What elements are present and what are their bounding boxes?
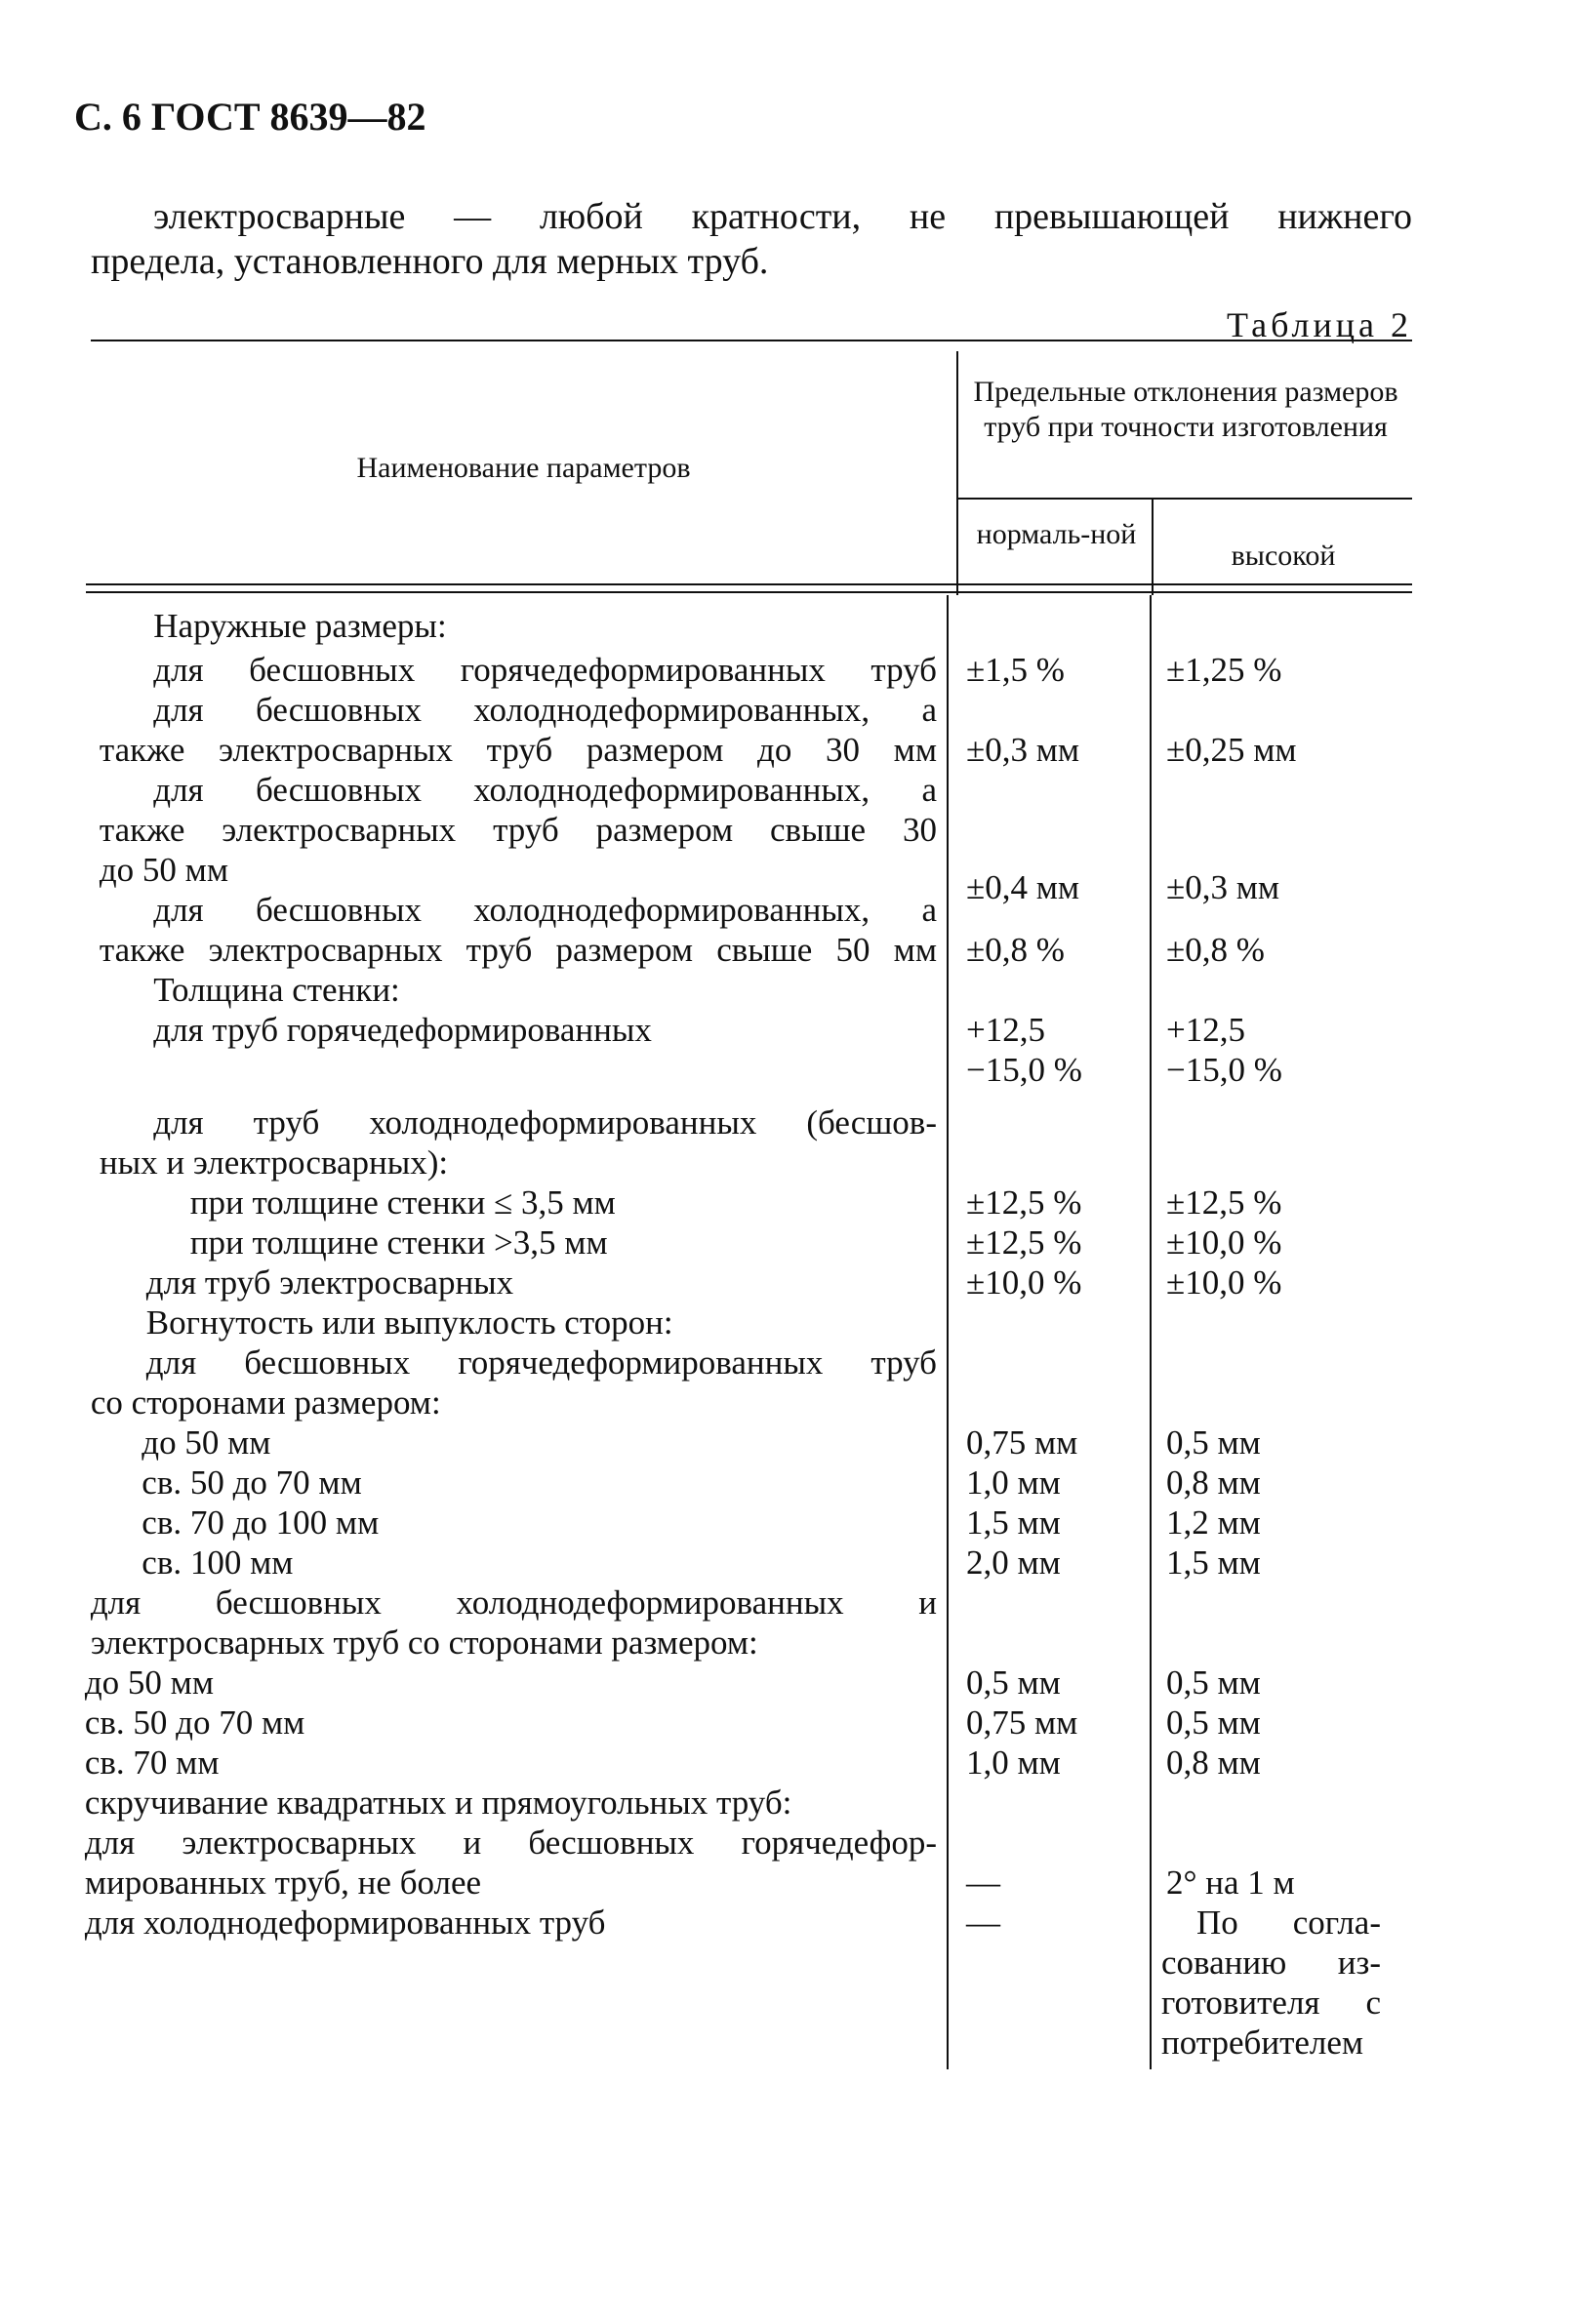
normal-accuracy-cell: 1,0 мм [966, 1743, 1061, 1783]
parameter-cell: до 50 мм [99, 851, 228, 890]
header-deviations: Предельные отклонения размеров труб при … [973, 376, 1398, 443]
parameter-cell: для бесшовных холоднодеформированных, а [153, 691, 937, 730]
normal-accuracy-cell: +12,5 [966, 1011, 1045, 1050]
parameter-cell: до 50 мм [84, 1663, 214, 1703]
parameter-cell: ных и электросварных): [99, 1143, 449, 1182]
high-accuracy-cell: потребителем [1161, 2023, 1364, 2063]
high-accuracy-cell: сованию из- [1161, 1943, 1381, 1983]
normal-accuracy-cell: −15,0 % [966, 1051, 1082, 1090]
parameter-cell: мированных труб, не более [84, 1863, 482, 1903]
normal-accuracy-cell: — [966, 1863, 1000, 1903]
normal-accuracy-cell: ±0,8 % [966, 931, 1065, 970]
parameter-cell: со сторонами размером: [90, 1383, 441, 1422]
high-accuracy-cell: ±0,8 % [1166, 931, 1265, 970]
parameter-cell: также электросварных труб размером свыше… [99, 811, 937, 850]
normal-accuracy-cell: ±10,0 % [966, 1263, 1082, 1302]
high-accuracy-cell: 2° на 1 м [1166, 1863, 1295, 1903]
column-divider [947, 595, 949, 2070]
normal-accuracy-cell: — [966, 1903, 1000, 1943]
parameter-cell: для труб электросварных [145, 1263, 514, 1302]
parameter-cell: для бесшовных горячедеформированных труб [153, 651, 937, 690]
parameter-cell: для труб горячедеформированных [153, 1011, 652, 1050]
high-accuracy-cell: 0,5 мм [1166, 1703, 1261, 1743]
parameter-cell: Толщина стенки: [153, 971, 400, 1010]
parameter-cell: св. 100 мм [142, 1543, 294, 1583]
parameter-cell: Вогнутость или выпуклость сторон: [145, 1303, 673, 1342]
normal-accuracy-cell: 2,0 мм [966, 1543, 1061, 1583]
parameter-cell: св. 50 до 70 мм [84, 1703, 305, 1743]
header-sub-rule [958, 498, 1412, 500]
column-divider [956, 351, 958, 595]
header-bottom-rule [86, 591, 1412, 593]
parameter-cell: для бесшовных холоднодеформированных, а [153, 891, 937, 930]
parameter-cell: для бесшовных холоднодеформированных и [90, 1583, 937, 1623]
high-accuracy-cell: 1,5 мм [1166, 1543, 1261, 1583]
parameter-cell: для бесшовных холоднодеформированных, а [153, 771, 937, 810]
high-accuracy-cell: −15,0 % [1166, 1051, 1282, 1090]
high-accuracy-cell: ±10,0 % [1166, 1223, 1282, 1262]
paragraph-line: предела, установленного для мерных труб. [91, 241, 769, 282]
parameter-cell: для труб холоднодеформированных (бесшов- [153, 1103, 937, 1142]
page-header: С. 6 ГОСТ 8639—82 [74, 95, 426, 139]
high-accuracy-cell: ±1,25 % [1166, 651, 1282, 690]
parameter-cell: при толщине стенки >3,5 мм [189, 1223, 608, 1262]
high-accuracy-cell: ±0,25 мм [1166, 731, 1297, 770]
header-normal: нормаль-ной [976, 518, 1137, 550]
normal-accuracy-cell: 0,75 мм [966, 1423, 1078, 1463]
parameter-cell: св. 70 мм [84, 1743, 220, 1783]
high-accuracy-cell: 0,5 мм [1166, 1663, 1261, 1703]
parameter-cell: также электросварных труб размером свыше… [99, 931, 937, 970]
normal-accuracy-cell: ±12,5 % [966, 1183, 1082, 1222]
parameter-cell: для бесшовных горячедеформированных труб [145, 1343, 937, 1382]
parameter-cell: для электросварных и бесшовных горячедеф… [84, 1823, 937, 1863]
normal-accuracy-cell: ±0,4 мм [966, 868, 1080, 907]
normal-accuracy-cell: ±1,5 % [966, 651, 1065, 690]
column-divider [1152, 498, 1154, 595]
table-top-rule [91, 340, 1412, 341]
table-label: Таблица 2 [1227, 305, 1412, 344]
parameter-cell: при толщине стенки ≤ 3,5 мм [189, 1183, 616, 1222]
normal-accuracy-cell: 1,5 мм [966, 1503, 1061, 1543]
column-divider [1150, 595, 1152, 2070]
normal-accuracy-cell: 0,75 мм [966, 1703, 1078, 1743]
high-accuracy-cell: 0,5 мм [1166, 1423, 1261, 1463]
normal-accuracy-cell: ±12,5 % [966, 1223, 1082, 1262]
header-high: высокой [1231, 540, 1336, 572]
parameter-cell: скручивание квадратных и прямоугольных т… [84, 1783, 792, 1823]
normal-accuracy-cell: ±0,3 мм [966, 731, 1080, 770]
high-accuracy-cell: ±0,3 мм [1166, 868, 1280, 907]
parameter-cell: для холоднодеформированных труб [84, 1903, 606, 1943]
high-accuracy-cell: готовителя с [1161, 1983, 1381, 2023]
header-parameter-name: Наименование параметров [356, 452, 691, 484]
parameter-cell: электросварных труб со сторонами размеро… [90, 1623, 758, 1663]
paragraph-line: электросварные — любой кратности, не пре… [153, 196, 1412, 237]
high-accuracy-cell: По согла- [1196, 1903, 1381, 1943]
high-accuracy-cell: ±12,5 % [1166, 1183, 1282, 1222]
header-bottom-rule [86, 583, 1412, 585]
high-accuracy-cell: +12,5 [1166, 1011, 1245, 1050]
normal-accuracy-cell: 0,5 мм [966, 1663, 1061, 1703]
high-accuracy-cell: ±10,0 % [1166, 1263, 1282, 1302]
parameter-cell: св. 50 до 70 мм [142, 1463, 362, 1503]
parameter-cell: до 50 мм [142, 1423, 271, 1463]
parameter-cell: также электросварных труб размером до 30… [99, 731, 937, 770]
high-accuracy-cell: 1,2 мм [1166, 1503, 1261, 1543]
parameter-cell: св. 70 до 100 мм [142, 1503, 380, 1543]
normal-accuracy-cell: 1,0 мм [966, 1463, 1061, 1503]
high-accuracy-cell: 0,8 мм [1166, 1743, 1261, 1783]
high-accuracy-cell: 0,8 мм [1166, 1463, 1261, 1503]
parameter-cell: Наружные размеры: [153, 607, 447, 646]
